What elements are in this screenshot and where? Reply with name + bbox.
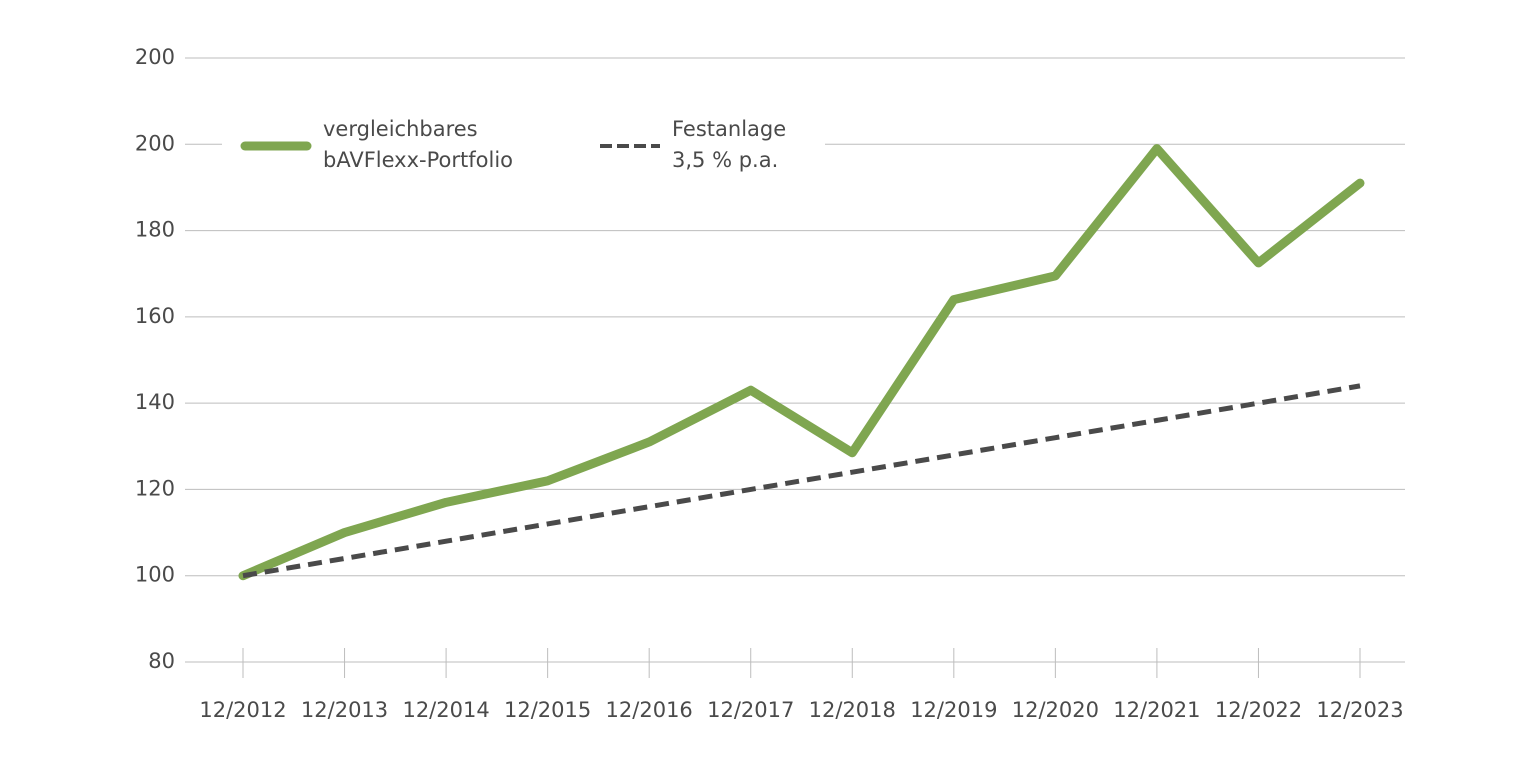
x-tick-label: 12/2013 xyxy=(301,698,388,722)
x-tick-label: 12/2020 xyxy=(1012,698,1099,722)
legend-label: Festanlage 3,5 % p.a. xyxy=(672,117,787,172)
x-tick-label: 12/2017 xyxy=(707,698,794,722)
y-tick-label: 200 xyxy=(135,45,175,69)
legend-background xyxy=(222,110,825,185)
x-tick-label: 12/2023 xyxy=(1316,698,1403,722)
y-tick-label: 120 xyxy=(135,476,175,500)
x-tick-label: 12/2014 xyxy=(402,698,489,722)
y-tick-label: 140 xyxy=(135,390,175,414)
series-line xyxy=(242,383,1361,579)
y-tick-label: 160 xyxy=(135,304,175,328)
x-tick-label: 12/2016 xyxy=(606,698,693,722)
x-tick-label: 12/2022 xyxy=(1215,698,1302,722)
y-tick-label: 80 xyxy=(148,649,175,673)
x-tick-label: 12/2019 xyxy=(910,698,997,722)
x-tick-label: 12/2021 xyxy=(1113,698,1200,722)
y-tick-label: 100 xyxy=(135,563,175,587)
series-line xyxy=(238,144,1365,581)
legend-label: vergleichbares bAVFlexx-Portfolio xyxy=(323,117,514,172)
x-tick-label: 12/2015 xyxy=(504,698,591,722)
y-tick-label: 200 xyxy=(135,131,175,155)
y-tick-label: 180 xyxy=(135,218,175,242)
x-tick-label: 12/2018 xyxy=(809,698,896,722)
x-tick-label: 12/2012 xyxy=(199,698,286,722)
